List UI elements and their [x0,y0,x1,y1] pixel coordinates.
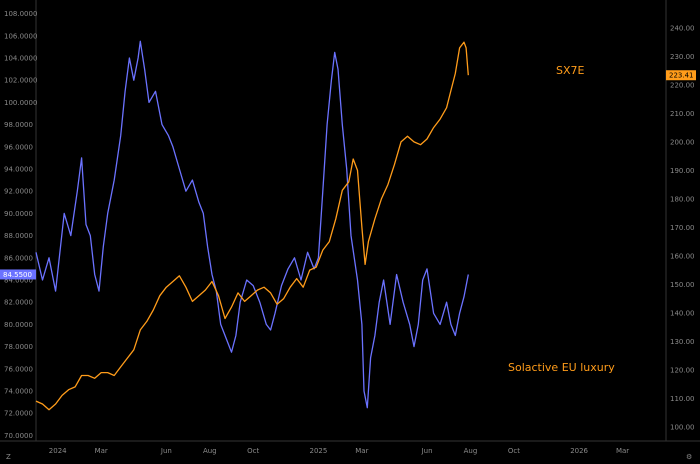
left-axis-tick-label: 76.0000 [4,365,33,373]
last-value-badges: 84.5500 223.41 [0,70,696,280]
left-axis-tick-label: 88.0000 [4,232,33,240]
left-axis-tick-label: 102.0000 [4,77,37,85]
annotation-solactive-eu-luxury: Solactive EU luxury [508,361,615,374]
time-axis-tick-label: 2026 [570,447,588,455]
left-axis-tick-label: 74.0000 [4,388,33,396]
right-axis-tick-label: 190.00 [670,167,695,175]
right-axis-tick-label: 200.00 [670,138,695,146]
left-axis-tick-label: 100.0000 [4,99,37,107]
plot-area[interactable] [35,40,469,411]
last-value-label: 84.5500 [3,271,32,279]
left-axis-tick-label: 72.0000 [4,410,33,418]
timezone-button[interactable]: Z [6,453,11,461]
right-axis-tick-label: 210.00 [670,110,695,118]
right-axis-tick-label: 220.00 [670,81,695,89]
left-axis-tick-label: 84.0000 [4,277,33,285]
left-axis-tick-label: 104.0000 [4,54,37,62]
left-axis-tick-label: 98.0000 [4,121,33,129]
right-axis-tick-label: 160.00 [670,252,695,260]
left-axis-tick-label: 78.0000 [4,343,33,351]
time-axis[interactable]: 2024 Mar Jun Aug Oct 2025 Mar Jun Aug Oct 2026 Mar [0,440,700,455]
right-axis-tick-label: 240.00 [670,24,695,32]
time-axis-tick-label: 2025 [309,447,327,455]
right-axis-tick-label: 150.00 [670,281,695,289]
time-axis-tick-label: Oct [247,447,259,455]
right-price-axis[interactable]: 240.00 230.00 220.00 210.00 200.00 190.00 180.… [665,0,695,441]
time-axis-tick-label: Jun [421,447,433,455]
last-value-label: 223.41 [669,72,694,80]
left-axis-tick-label: 80.0000 [4,321,33,329]
right-axis-tick-label: 180.00 [670,195,695,203]
left-price-axis[interactable]: 108.0000 106.0000 104.0000 102.0000 100.0000… [4,0,37,441]
right-axis-tick-label: 130.00 [670,338,695,346]
time-axis-tick-label: Mar [616,447,629,455]
left-axis-tick-label: 96.0000 [4,143,33,151]
left-axis-tick-label: 70.0000 [4,432,33,440]
left-axis-tick-label: 92.0000 [4,188,33,196]
time-axis-tick-label: Mar [95,447,108,455]
left-axis-tick-label: 86.0000 [4,254,33,262]
series-line-solactive-eu-luxury [35,40,469,409]
last-value-badge [666,70,696,81]
time-axis-tick-label: 2024 [49,447,67,455]
time-axis-tick-label: Oct [508,447,520,455]
right-axis-tick-label: 140.00 [670,309,695,317]
right-axis-tick-label: 110.00 [670,395,695,403]
last-value-badge [0,269,36,280]
right-axis-tick-label: 230.00 [670,53,695,61]
left-axis-tick-label: 82.0000 [4,299,33,307]
annotation-sx7e: SX7E [556,64,585,77]
right-axis-tick-label: 170.00 [670,224,695,232]
right-axis-tick-label: 120.00 [670,366,695,374]
left-axis-tick-label: 108.0000 [4,10,37,18]
left-axis-tick-label: 94.0000 [4,165,33,173]
time-axis-tick-label: Mar [355,447,368,455]
time-axis-tick-label: Aug [203,447,217,455]
left-axis-tick-label: 90.0000 [4,210,33,218]
left-axis-tick-label: 106.0000 [4,32,37,40]
right-axis-tick-label: 100.00 [670,423,695,431]
settings-icon[interactable]: ⚙ [686,453,692,461]
series-line-sx7e [35,41,469,411]
time-axis-tick-label: Jun [160,447,172,455]
time-axis-tick-label: Aug [464,447,478,455]
